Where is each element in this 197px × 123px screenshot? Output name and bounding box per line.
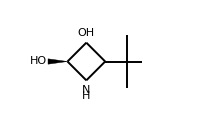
Text: OH: OH bbox=[78, 28, 95, 38]
Text: N: N bbox=[82, 85, 91, 95]
Text: H: H bbox=[82, 91, 91, 101]
Text: HO: HO bbox=[30, 56, 47, 67]
Polygon shape bbox=[48, 59, 68, 64]
